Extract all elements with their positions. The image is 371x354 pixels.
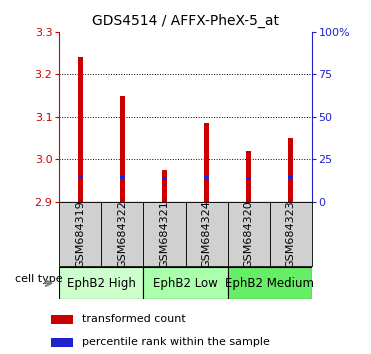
Text: GSM684324: GSM684324: [201, 200, 211, 268]
FancyBboxPatch shape: [59, 267, 144, 299]
Bar: [162, 170, 167, 202]
FancyBboxPatch shape: [227, 202, 270, 266]
Text: GSM684322: GSM684322: [118, 200, 127, 268]
Bar: [204, 176, 209, 179]
FancyBboxPatch shape: [59, 202, 101, 266]
Text: GSM684319: GSM684319: [75, 200, 85, 268]
Bar: [78, 57, 83, 202]
Text: GSM684321: GSM684321: [160, 200, 170, 268]
Text: GSM684323: GSM684323: [286, 200, 296, 268]
Bar: [288, 176, 293, 179]
Text: percentile rank within the sample: percentile rank within the sample: [82, 337, 270, 347]
Text: GSM684320: GSM684320: [244, 200, 253, 268]
FancyBboxPatch shape: [227, 267, 312, 299]
Bar: [51, 315, 73, 324]
FancyBboxPatch shape: [186, 202, 227, 266]
Bar: [78, 175, 83, 178]
Bar: [204, 123, 209, 202]
Text: EphB2 Low: EphB2 Low: [153, 277, 218, 290]
FancyBboxPatch shape: [101, 202, 144, 266]
FancyBboxPatch shape: [144, 267, 227, 299]
Title: GDS4514 / AFFX-PheX-5_at: GDS4514 / AFFX-PheX-5_at: [92, 14, 279, 28]
Bar: [162, 177, 167, 180]
Bar: [246, 177, 251, 180]
Bar: [246, 151, 251, 202]
Text: transformed count: transformed count: [82, 314, 186, 324]
Bar: [120, 96, 125, 202]
Text: EphB2 High: EphB2 High: [67, 277, 136, 290]
Bar: [51, 338, 73, 347]
Text: EphB2 Medium: EphB2 Medium: [225, 277, 314, 290]
Bar: [288, 138, 293, 202]
FancyBboxPatch shape: [144, 202, 186, 266]
FancyBboxPatch shape: [270, 202, 312, 266]
Bar: [120, 176, 125, 179]
Text: cell type: cell type: [15, 274, 62, 284]
